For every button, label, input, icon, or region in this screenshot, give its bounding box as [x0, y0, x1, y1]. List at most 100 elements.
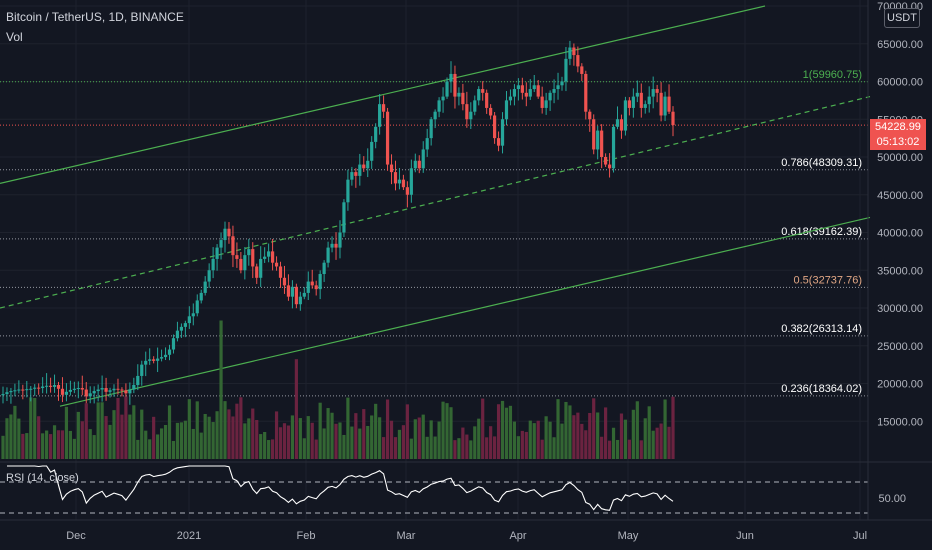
candle-body [163, 354, 168, 358]
volume-bar [33, 397, 37, 459]
candle-body [171, 338, 176, 350]
candle-body [290, 286, 295, 297]
candle-body [191, 313, 195, 317]
candle-body [314, 285, 318, 290]
currency-button[interactable]: USDT [884, 8, 920, 28]
time-tick-label: Jul [853, 530, 867, 542]
price-tick-label: 30000.00 [877, 303, 923, 315]
volume-bar [492, 436, 497, 459]
candle-body [231, 236, 235, 256]
volume-bar [124, 396, 128, 459]
candle-body [148, 359, 152, 361]
fib-level-label: 0.5(32737.76) [794, 274, 863, 286]
volume-bar [263, 431, 267, 459]
candle-body [374, 126, 378, 142]
volume-bar [465, 434, 469, 459]
candle-body [21, 389, 25, 391]
volume-bar [647, 406, 651, 459]
volume-bar [607, 440, 612, 459]
volume-bar [631, 409, 635, 459]
candle-body [568, 47, 572, 59]
volume-bar [223, 401, 227, 459]
volume-bar [461, 427, 465, 459]
volume-bar [302, 438, 306, 459]
volume-bar [619, 413, 624, 459]
candle-body [580, 66, 584, 74]
candle-body [596, 130, 600, 150]
volume-bar [576, 412, 580, 459]
candle-body [278, 266, 283, 278]
volume-bar [655, 427, 659, 459]
volume-bar [163, 424, 168, 459]
volume-bar [604, 407, 608, 459]
volume-bar [152, 416, 156, 459]
candle-body [152, 359, 156, 361]
volume-bar [615, 439, 620, 459]
candle-body [639, 92, 643, 108]
volume-bar [532, 423, 536, 459]
volume-bar [374, 403, 378, 459]
candle-body [96, 389, 100, 392]
volume-bar [21, 433, 25, 459]
volume-bar [346, 397, 350, 459]
volume-bar [88, 429, 92, 459]
time-tick-label: 2021 [177, 530, 201, 542]
candle-body [453, 73, 457, 97]
volume-bar [489, 426, 493, 459]
volume-bar [179, 422, 184, 459]
volume-bar [310, 422, 314, 459]
volume-bar [298, 418, 302, 459]
candle-body [647, 96, 651, 105]
volume-bar [235, 403, 239, 459]
volume-bar [270, 439, 275, 459]
volume-bar [227, 409, 231, 459]
candle-body [203, 281, 207, 293]
candle-body [136, 375, 140, 386]
candle-body [604, 157, 608, 165]
volume-bar [568, 405, 572, 459]
volume-bar [469, 440, 473, 459]
volume-bar [9, 414, 13, 459]
candle-body [389, 164, 394, 173]
candle-body [108, 390, 112, 392]
price-tick-label: 35000.00 [877, 265, 923, 277]
volume-bar [278, 427, 283, 459]
rsi-label: RSI (14, close) [6, 472, 79, 484]
volume-bar [671, 396, 675, 459]
candle-body [84, 389, 88, 397]
volume-bar [548, 421, 552, 459]
volume-bar [171, 440, 176, 459]
candle-body [623, 100, 628, 131]
volume-bar [231, 416, 235, 459]
volume-bar [481, 398, 485, 459]
volume-bar [370, 415, 374, 459]
countdown-badge: 05:13:02 [870, 135, 926, 150]
volume-bar [207, 416, 211, 459]
candle-body [607, 164, 612, 169]
volume-bar [473, 426, 477, 459]
volume-bar [128, 414, 132, 459]
volume-bar [175, 422, 180, 459]
volume-bar [421, 414, 425, 459]
candle-body [263, 256, 267, 259]
volume-bar [112, 410, 116, 459]
volume-bar [457, 438, 461, 459]
candle-body [56, 385, 61, 389]
candle-body [540, 96, 544, 108]
candle-body [60, 388, 65, 395]
volume-bar [282, 423, 287, 459]
volume-bar [215, 411, 219, 459]
candle-body [627, 100, 631, 108]
volume-bar [334, 423, 338, 459]
price-tick-label: 50000.00 [877, 152, 923, 164]
candle-body [528, 89, 532, 97]
candle-body [429, 119, 433, 139]
volume-bar [191, 428, 195, 459]
volume-bar [183, 420, 187, 459]
rsi-pane: 50.00 [0, 461, 932, 514]
candle-body [219, 240, 223, 248]
candle-body [37, 387, 41, 389]
candle-body [651, 89, 655, 97]
volume-bar [267, 440, 271, 459]
